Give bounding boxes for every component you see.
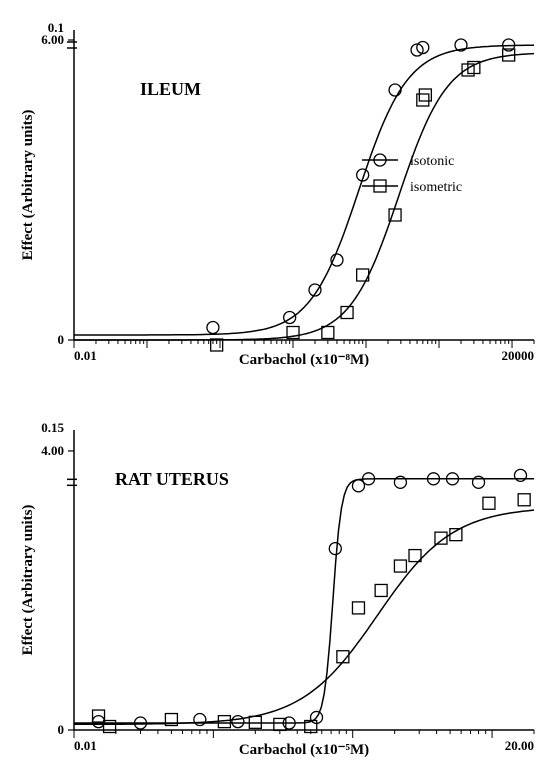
svg-text:4.00: 4.00 xyxy=(41,443,64,458)
chart-uterus: 0.01 20.00 Carbachol (x10⁻⁵M) 0 4.00 0.15 Effe… xyxy=(10,410,542,769)
svg-text:ILEUM: ILEUM xyxy=(140,79,201,99)
svg-text:isotonic: isotonic xyxy=(410,154,454,169)
svg-text:0: 0 xyxy=(58,722,65,737)
svg-text:0.1: 0.1 xyxy=(48,20,64,35)
svg-text:Effect (Arbitrary units): Effect (Arbitrary units) xyxy=(20,505,36,656)
svg-text:20.00: 20.00 xyxy=(505,738,534,753)
panel-uterus: 0.01 20.00 Carbachol (x10⁻⁵M) 0 4.00 0.15 Effe… xyxy=(10,410,542,769)
svg-text:Effect (Arbitrary units): Effect (Arbitrary units) xyxy=(20,110,36,261)
figure: 200000.01Carbachol (x10⁻⁸M)06.000.1Effec… xyxy=(10,10,542,769)
chart-ileum: 200000.01Carbachol (x10⁻⁸M)06.000.1Effec… xyxy=(10,10,542,380)
svg-text:0.01: 0.01 xyxy=(74,738,97,753)
svg-text:Carbachol (x10⁻⁸M): Carbachol (x10⁻⁸M) xyxy=(239,352,369,368)
svg-text:0.15: 0.15 xyxy=(41,420,64,435)
panel-ileum: 200000.01Carbachol (x10⁻⁸M)06.000.1Effec… xyxy=(10,10,542,380)
svg-text:Carbachol (x10⁻⁵M): Carbachol (x10⁻⁵M) xyxy=(239,742,369,758)
svg-text:isometric: isometric xyxy=(410,180,462,195)
svg-text:RAT UTERUS: RAT UTERUS xyxy=(115,469,229,489)
svg-text:0: 0 xyxy=(58,332,65,347)
svg-text:20000: 20000 xyxy=(502,348,535,363)
svg-text:0.01: 0.01 xyxy=(74,348,97,363)
